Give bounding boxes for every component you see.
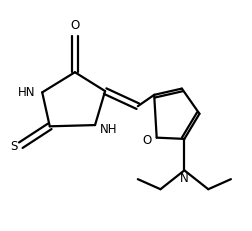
Text: HN: HN [18, 85, 36, 98]
Text: S: S [10, 139, 17, 152]
Text: NH: NH [100, 123, 117, 136]
Text: O: O [141, 134, 151, 146]
Text: N: N [179, 172, 188, 185]
Text: O: O [70, 19, 79, 32]
